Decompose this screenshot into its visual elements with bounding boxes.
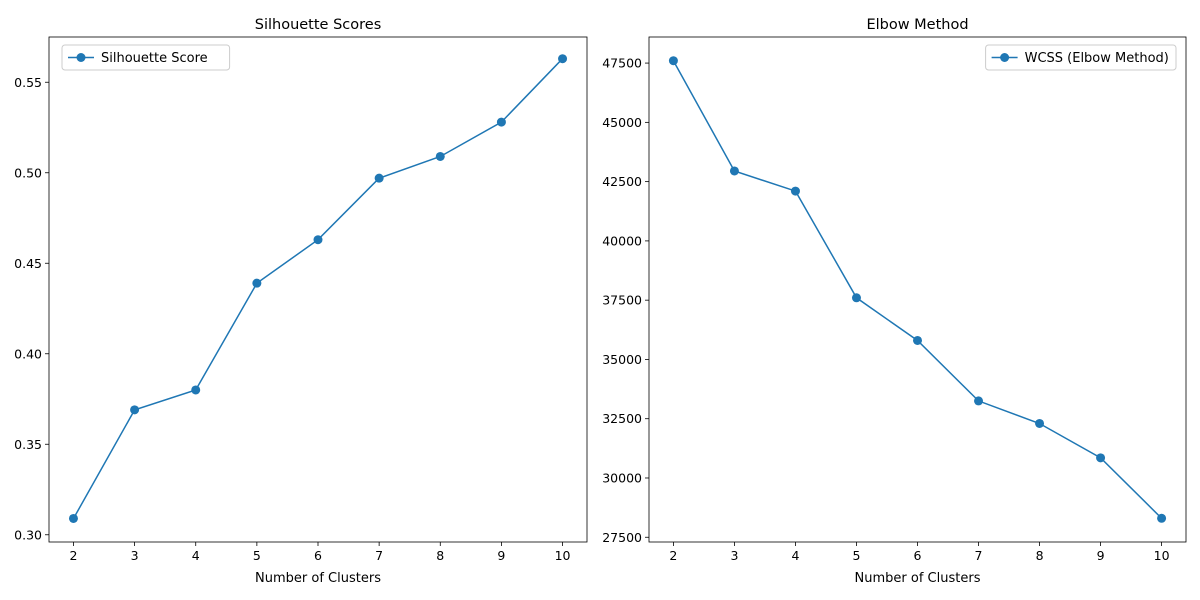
x-tick-label: 7	[375, 548, 383, 563]
legend-marker	[1000, 53, 1010, 62]
y-tick-label: 0.50	[14, 165, 42, 180]
data-point	[191, 385, 201, 395]
data-point	[668, 56, 678, 66]
data-point	[974, 396, 984, 406]
y-tick-label: 0.45	[14, 256, 42, 271]
legend-box	[61, 44, 231, 71]
x-tick-label: 4	[192, 548, 200, 563]
x-tick-label: 6	[914, 548, 922, 563]
data-point	[313, 235, 323, 245]
y-tick-label: 0.30	[14, 527, 42, 542]
x-tick-label: 9	[497, 548, 505, 563]
legend-label: Silhouette Score	[101, 51, 208, 66]
y-tick-label: 32500	[602, 411, 642, 426]
x-tick-label: 10	[555, 548, 571, 563]
axes-frame	[648, 36, 1187, 543]
y-tick-label: 0.55	[14, 75, 42, 90]
x-tick-label: 6	[314, 548, 322, 563]
series-line	[72, 58, 564, 519]
y-tick-label: 37500	[602, 293, 642, 308]
chart-title: Elbow Method	[866, 17, 968, 33]
y-tick-label: 42500	[602, 174, 642, 189]
y-tick-label: 0.40	[14, 346, 42, 361]
x-tick-label: 2	[69, 548, 77, 563]
x-axis-label: Number of Clusters	[255, 571, 381, 586]
y-tick-label: 27500	[602, 530, 642, 545]
y-tick-label: 40000	[602, 233, 642, 248]
x-axis-label: Number of Clusters	[855, 571, 981, 586]
data-point	[1096, 453, 1106, 463]
data-point	[435, 151, 445, 161]
data-point	[913, 335, 922, 345]
series-line	[672, 60, 1163, 519]
x-tick-label: 7	[975, 548, 983, 563]
data-point	[130, 405, 140, 415]
y-tick-label: 0.35	[14, 437, 42, 452]
data-point	[729, 166, 739, 176]
elbow-chart: Elbow Method 2 3 4 5 6 7 8 9 10 Number of Clusters…	[602, 17, 1187, 586]
data-point	[851, 293, 861, 303]
y-tick-label: 45000	[602, 115, 642, 130]
x-tick-label: 4	[791, 548, 799, 563]
data-point	[558, 54, 568, 64]
y-tick-label: 30000	[602, 470, 642, 485]
x-tick-label: 10	[1154, 548, 1170, 563]
data-point	[252, 278, 262, 288]
x-tick-label: 8	[436, 548, 444, 563]
x-tick-label: 5	[253, 548, 261, 563]
data-point	[1157, 513, 1167, 523]
chart-title: Silhouette Scores	[255, 17, 382, 33]
axes-frame	[48, 36, 588, 543]
legend-label: WCSS (Elbow Method)	[1025, 51, 1169, 66]
x-tick-label: 9	[1097, 548, 1105, 563]
data-point	[790, 186, 800, 196]
legend-marker	[76, 53, 86, 62]
data-point	[68, 513, 78, 523]
data-point	[496, 117, 506, 127]
y-tick-label: 47500	[602, 56, 642, 71]
y-tick-label: 35000	[602, 352, 642, 367]
x-tick-label: 2	[669, 548, 677, 563]
x-tick-label: 3	[131, 548, 139, 563]
data-point	[1035, 418, 1045, 428]
data-point	[374, 173, 384, 183]
legend-box	[985, 44, 1177, 71]
silhouette-chart: Silhouette Scores 2 3 4 5 6 7 8 9 10 Number of Clu…	[14, 17, 588, 586]
x-tick-label: 3	[730, 548, 738, 563]
x-tick-label: 8	[1036, 548, 1044, 563]
x-tick-label: 5	[853, 548, 861, 563]
